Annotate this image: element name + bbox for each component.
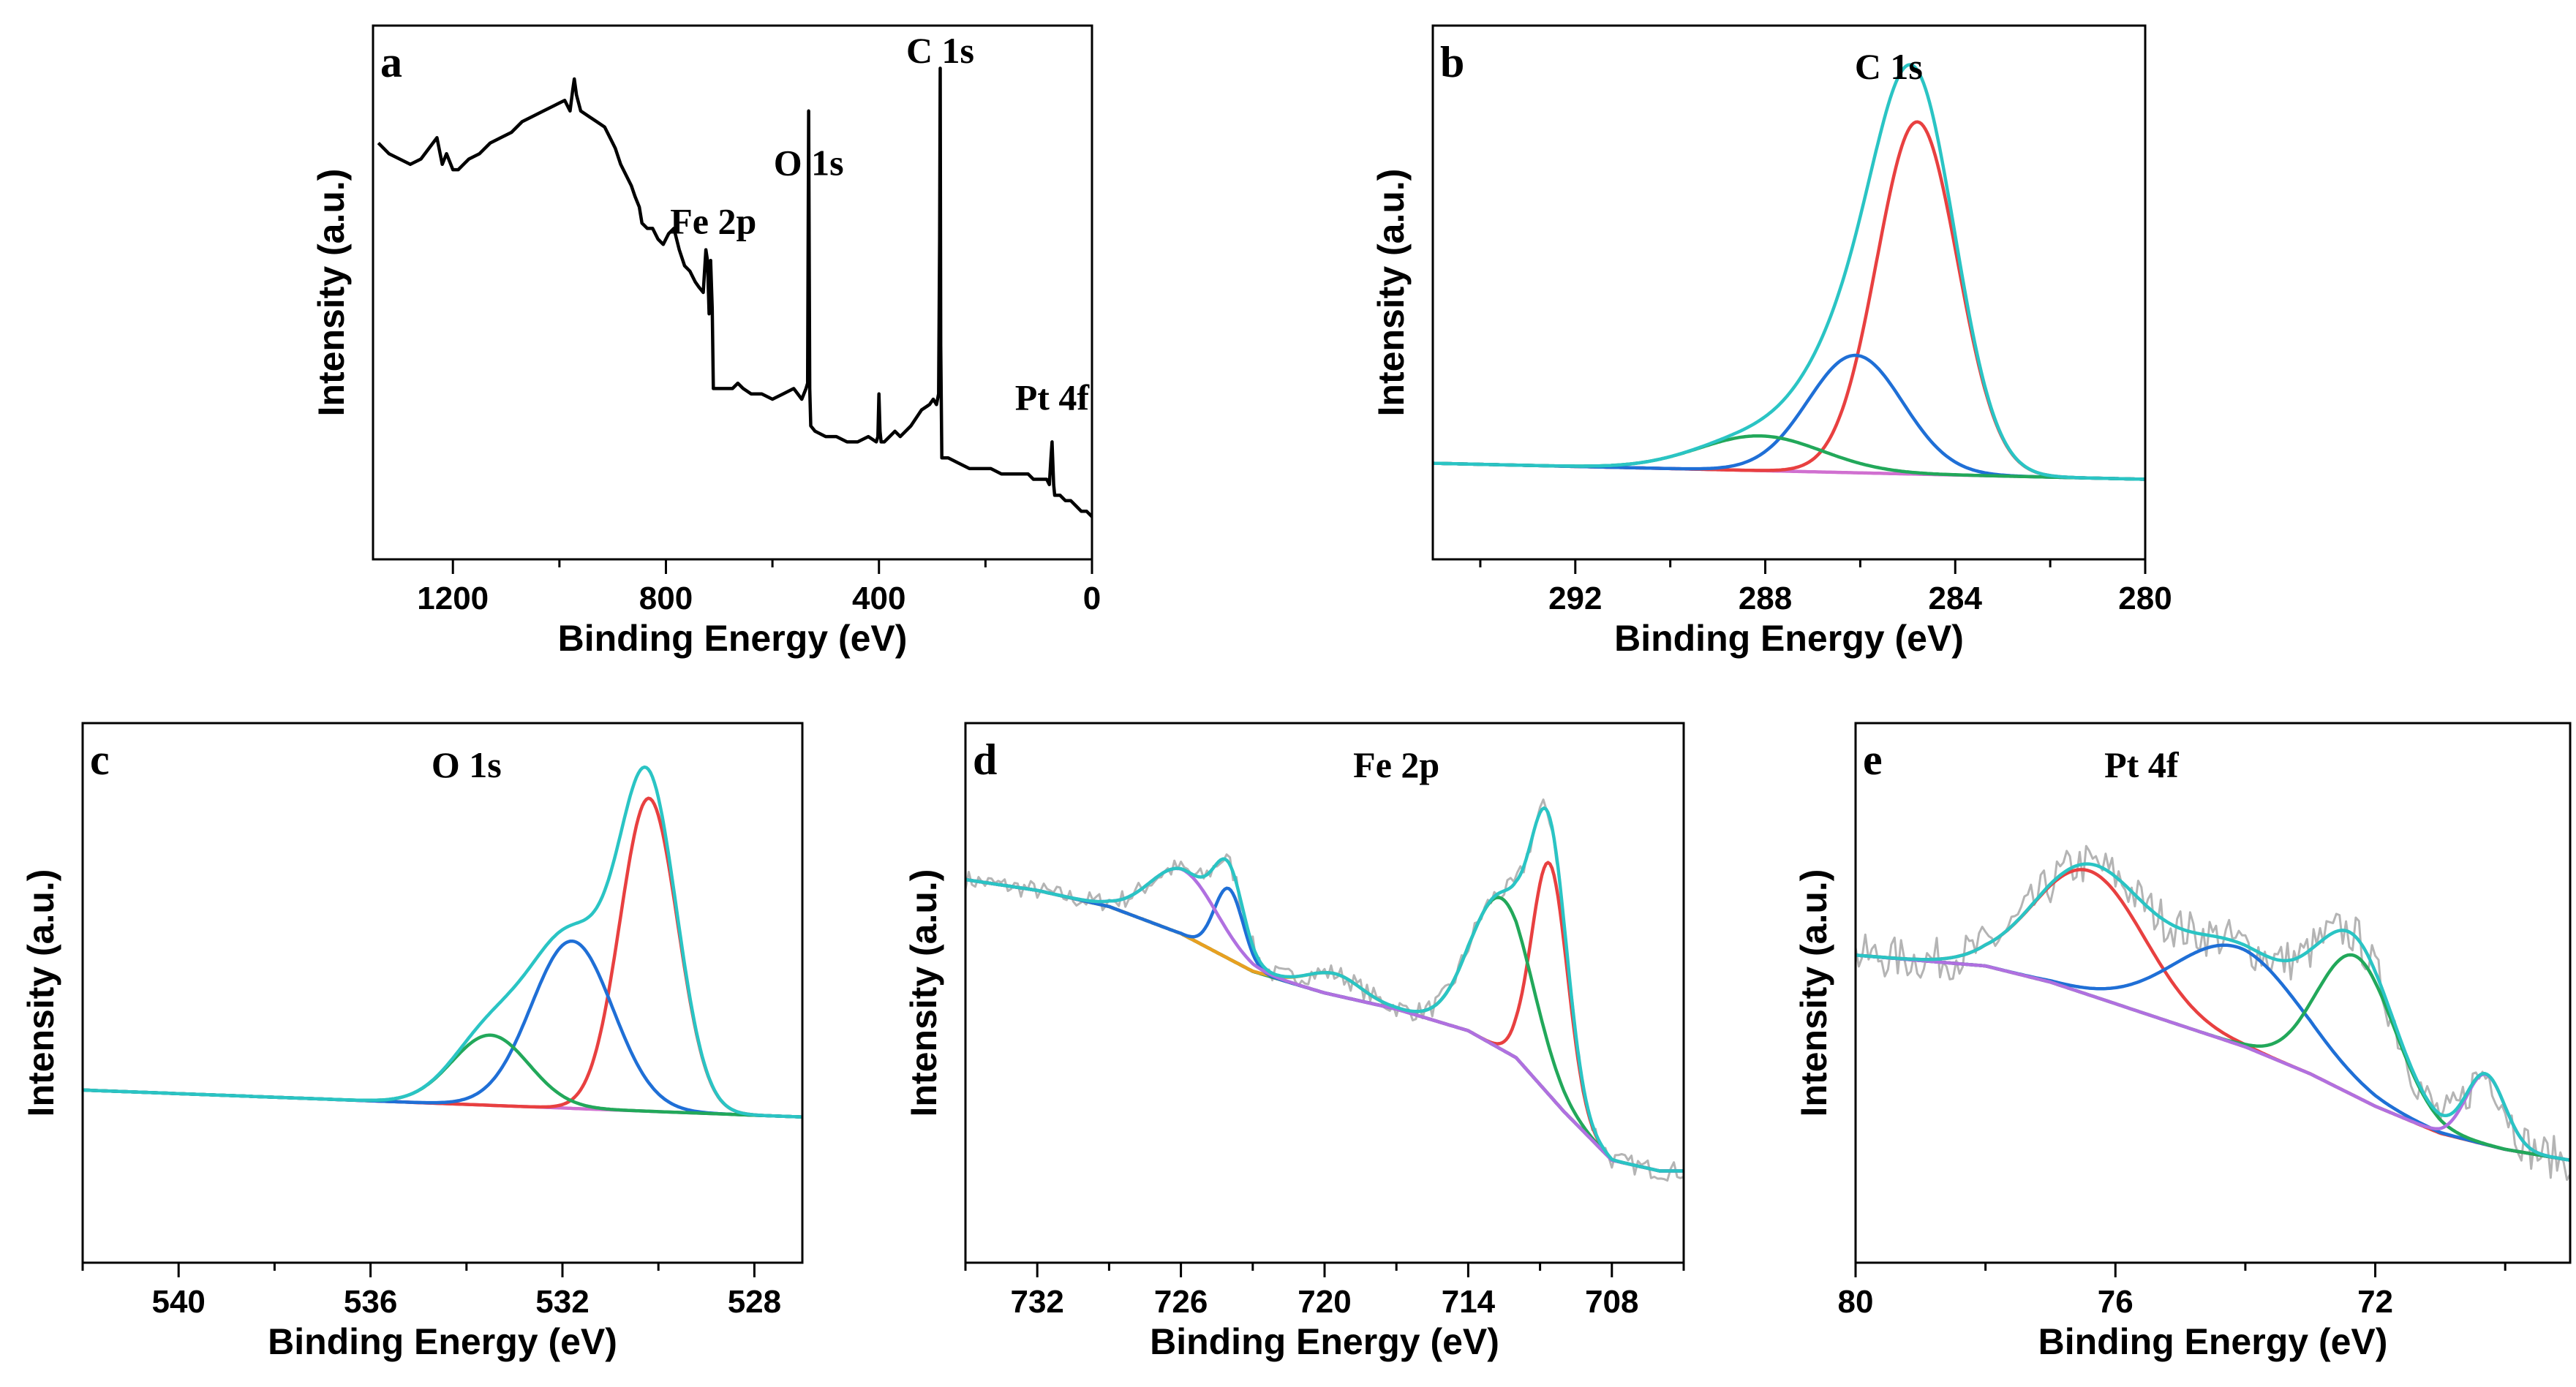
series-peak-4 xyxy=(1856,953,2570,1163)
peak-annotation: C 1s xyxy=(1855,46,1923,87)
series-envelope xyxy=(1856,862,2570,1163)
x-tick-label: 280 xyxy=(2118,581,2172,616)
series-peak-2 xyxy=(1433,353,2145,481)
x-tick-label: 284 xyxy=(1929,581,1983,616)
x-tick-label: 400 xyxy=(852,581,905,616)
panel-b: 292 288 284 280 Binding Energy (eV) Intensity… xyxy=(1371,24,2172,659)
plot-frame xyxy=(81,722,804,1264)
x-axis-title: Binding Energy (eV) xyxy=(2038,1321,2388,1362)
x-tick-label: 72 xyxy=(2357,1284,2393,1320)
peak-annotation: C 1s xyxy=(906,30,974,71)
peak-annotation: Pt 4f xyxy=(2104,744,2180,785)
panel-a: 1200 800 400 0 Binding Energy (eV) Intensity … xyxy=(311,24,1101,659)
series-peak-1 xyxy=(1856,868,2570,1163)
y-axis-title: Intensity (a.u.) xyxy=(1793,869,1834,1117)
curves xyxy=(1433,63,2145,481)
y-axis-title: Intensity (a.u.) xyxy=(20,869,61,1117)
x-tick-label: 720 xyxy=(1298,1284,1351,1320)
series-survey xyxy=(377,67,1092,518)
plot-frame xyxy=(1854,722,2572,1264)
panel-letter: e xyxy=(1863,736,1883,784)
x-tick-label: 288 xyxy=(1739,581,1792,616)
series-peak-5 xyxy=(965,866,1684,1173)
series-envelope xyxy=(1433,63,2145,481)
plot-frame xyxy=(1431,24,2147,561)
x-axis-title: Binding Energy (eV) xyxy=(268,1321,617,1362)
x-axis-title: Binding Energy (eV) xyxy=(1614,618,1964,659)
curves xyxy=(377,67,1092,518)
x-tick-label: 708 xyxy=(1585,1284,1638,1320)
series-envelope xyxy=(83,765,802,1119)
x-tick-label: 80 xyxy=(1838,1284,1874,1320)
peak-annotation: Pt 4f xyxy=(1015,377,1091,418)
series-raw xyxy=(1856,844,2570,1182)
x-tick-label: 0 xyxy=(1083,581,1101,616)
x-tick-label: 726 xyxy=(1154,1284,1208,1320)
x-axis-title: Binding Energy (eV) xyxy=(558,618,908,659)
x-tick-label: 1200 xyxy=(417,581,489,616)
x-tick-label: 76 xyxy=(2098,1284,2134,1320)
curves xyxy=(83,765,802,1119)
curves xyxy=(1856,844,2570,1182)
x-tick-label: 800 xyxy=(639,581,693,616)
peak-annotation: O 1s xyxy=(432,744,502,785)
series-peak-2 xyxy=(1856,943,2570,1163)
x-tick-label: 536 xyxy=(344,1284,397,1320)
panel-d: 732 726 720 714 708 Binding Energy (eV) Intens… xyxy=(903,722,1685,1362)
series-peak-3 xyxy=(1856,953,2570,1163)
x-tick-label: 540 xyxy=(151,1284,205,1320)
y-axis-title: Intensity (a.u.) xyxy=(311,169,352,417)
panel-letter: b xyxy=(1440,38,1464,86)
x-tick-label: 732 xyxy=(1010,1284,1063,1320)
curves xyxy=(965,798,1684,1182)
peak-annotation: O 1s xyxy=(774,142,844,183)
x-tick-label: 714 xyxy=(1442,1284,1496,1320)
x-tick-label: 532 xyxy=(535,1284,589,1320)
panel-letter: c xyxy=(90,736,110,784)
x-tick-label: 292 xyxy=(1548,581,1602,616)
peak-annotation: Fe 2p xyxy=(670,201,756,242)
panel-c: 540 536 532 528 Binding Energy (eV) Intensity… xyxy=(20,722,804,1362)
series-background xyxy=(1856,953,2570,1163)
series-envelope xyxy=(965,806,1684,1173)
panel-letter: a xyxy=(380,38,402,86)
y-axis-title: Intensity (a.u.) xyxy=(903,869,944,1117)
peak-annotation: Fe 2p xyxy=(1353,744,1439,785)
y-axis-title: Intensity (a.u.) xyxy=(1371,169,1412,417)
x-tick-label: 528 xyxy=(728,1284,781,1320)
plot-frame xyxy=(372,24,1093,561)
x-axis-title: Binding Energy (eV) xyxy=(1150,1321,1499,1362)
panel-letter: d xyxy=(973,736,997,784)
